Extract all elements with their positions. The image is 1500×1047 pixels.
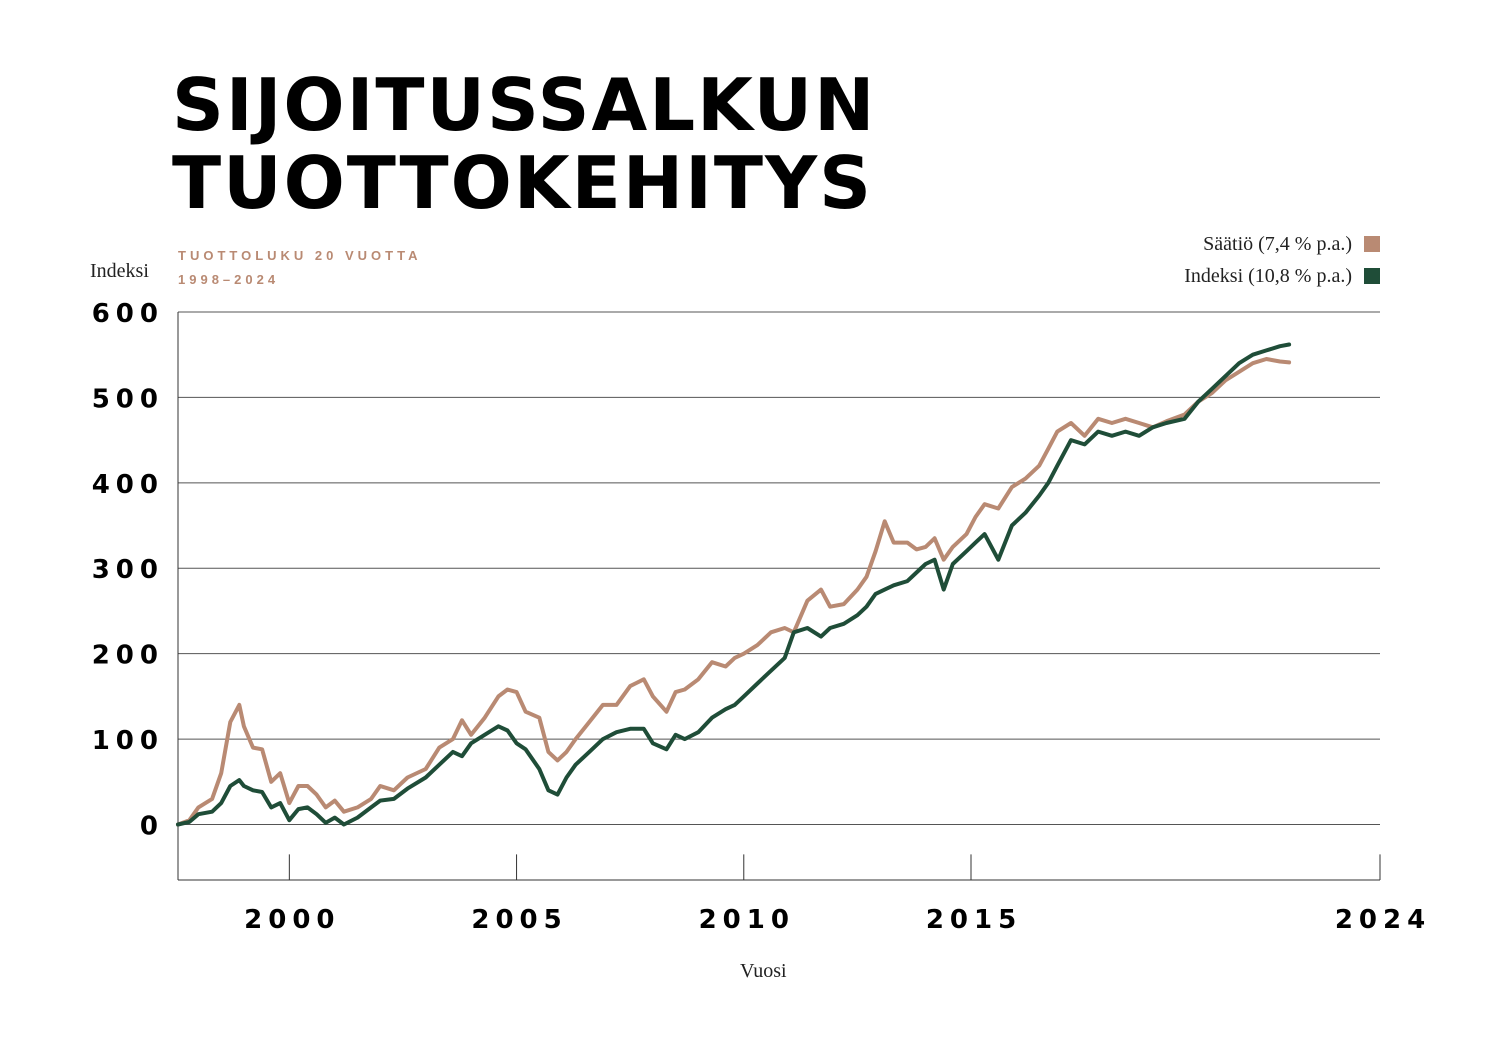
subtitle-line-1: TUOTTOLUKU 20 VUOTTA [178, 248, 422, 263]
series-line-indeksi [176, 342, 1292, 827]
x-tick-label-2000: 2000 [244, 905, 340, 935]
legend-swatch-saatio [1364, 236, 1380, 252]
chart-title: SIJOITUSSALKUN TUOTTOKEHITYS [172, 66, 876, 222]
series-line-saatio [176, 357, 1292, 827]
y-tick-label-600: 600 [92, 299, 164, 329]
y-tick-label-100: 100 [92, 726, 164, 756]
legend-item-indeksi: Indeksi (10,8 % p.a.) [1184, 260, 1380, 292]
legend-label-indeksi: Indeksi (10,8 % p.a.) [1184, 264, 1352, 287]
subtitle-line-2: 1998–2024 [178, 272, 280, 287]
chart-subtitle: TUOTTOLUKU 20 VUOTTA 1998–2024 [178, 244, 421, 292]
y-axis-label: Indeksi [90, 260, 149, 282]
title-line-2: TUOTTOKEHITYS [172, 141, 873, 225]
legend-label-saatio: Säätiö (7,4 % p.a.) [1203, 232, 1352, 255]
y-tick-label-500: 500 [92, 384, 164, 414]
x-tick-label-2005: 2005 [471, 905, 567, 935]
x-tick-label-2010: 2010 [699, 905, 795, 935]
y-tick-label-300: 300 [92, 555, 164, 585]
y-tick-label-400: 400 [92, 470, 164, 500]
x-tick-label-2024: 2024 [1335, 905, 1431, 935]
y-tick-label-0: 0 [140, 811, 164, 841]
x-axis-label: Vuosi [740, 960, 787, 982]
legend-item-saatio: Säätiö (7,4 % p.a.) [1184, 228, 1380, 260]
x-tick-label-2015: 2015 [926, 905, 1022, 935]
legend: Säätiö (7,4 % p.a.) Indeksi (10,8 % p.a.… [1184, 228, 1380, 292]
title-line-1: SIJOITUSSALKUN [172, 63, 877, 147]
legend-swatch-indeksi [1364, 268, 1380, 284]
y-tick-label-200: 200 [92, 641, 164, 671]
